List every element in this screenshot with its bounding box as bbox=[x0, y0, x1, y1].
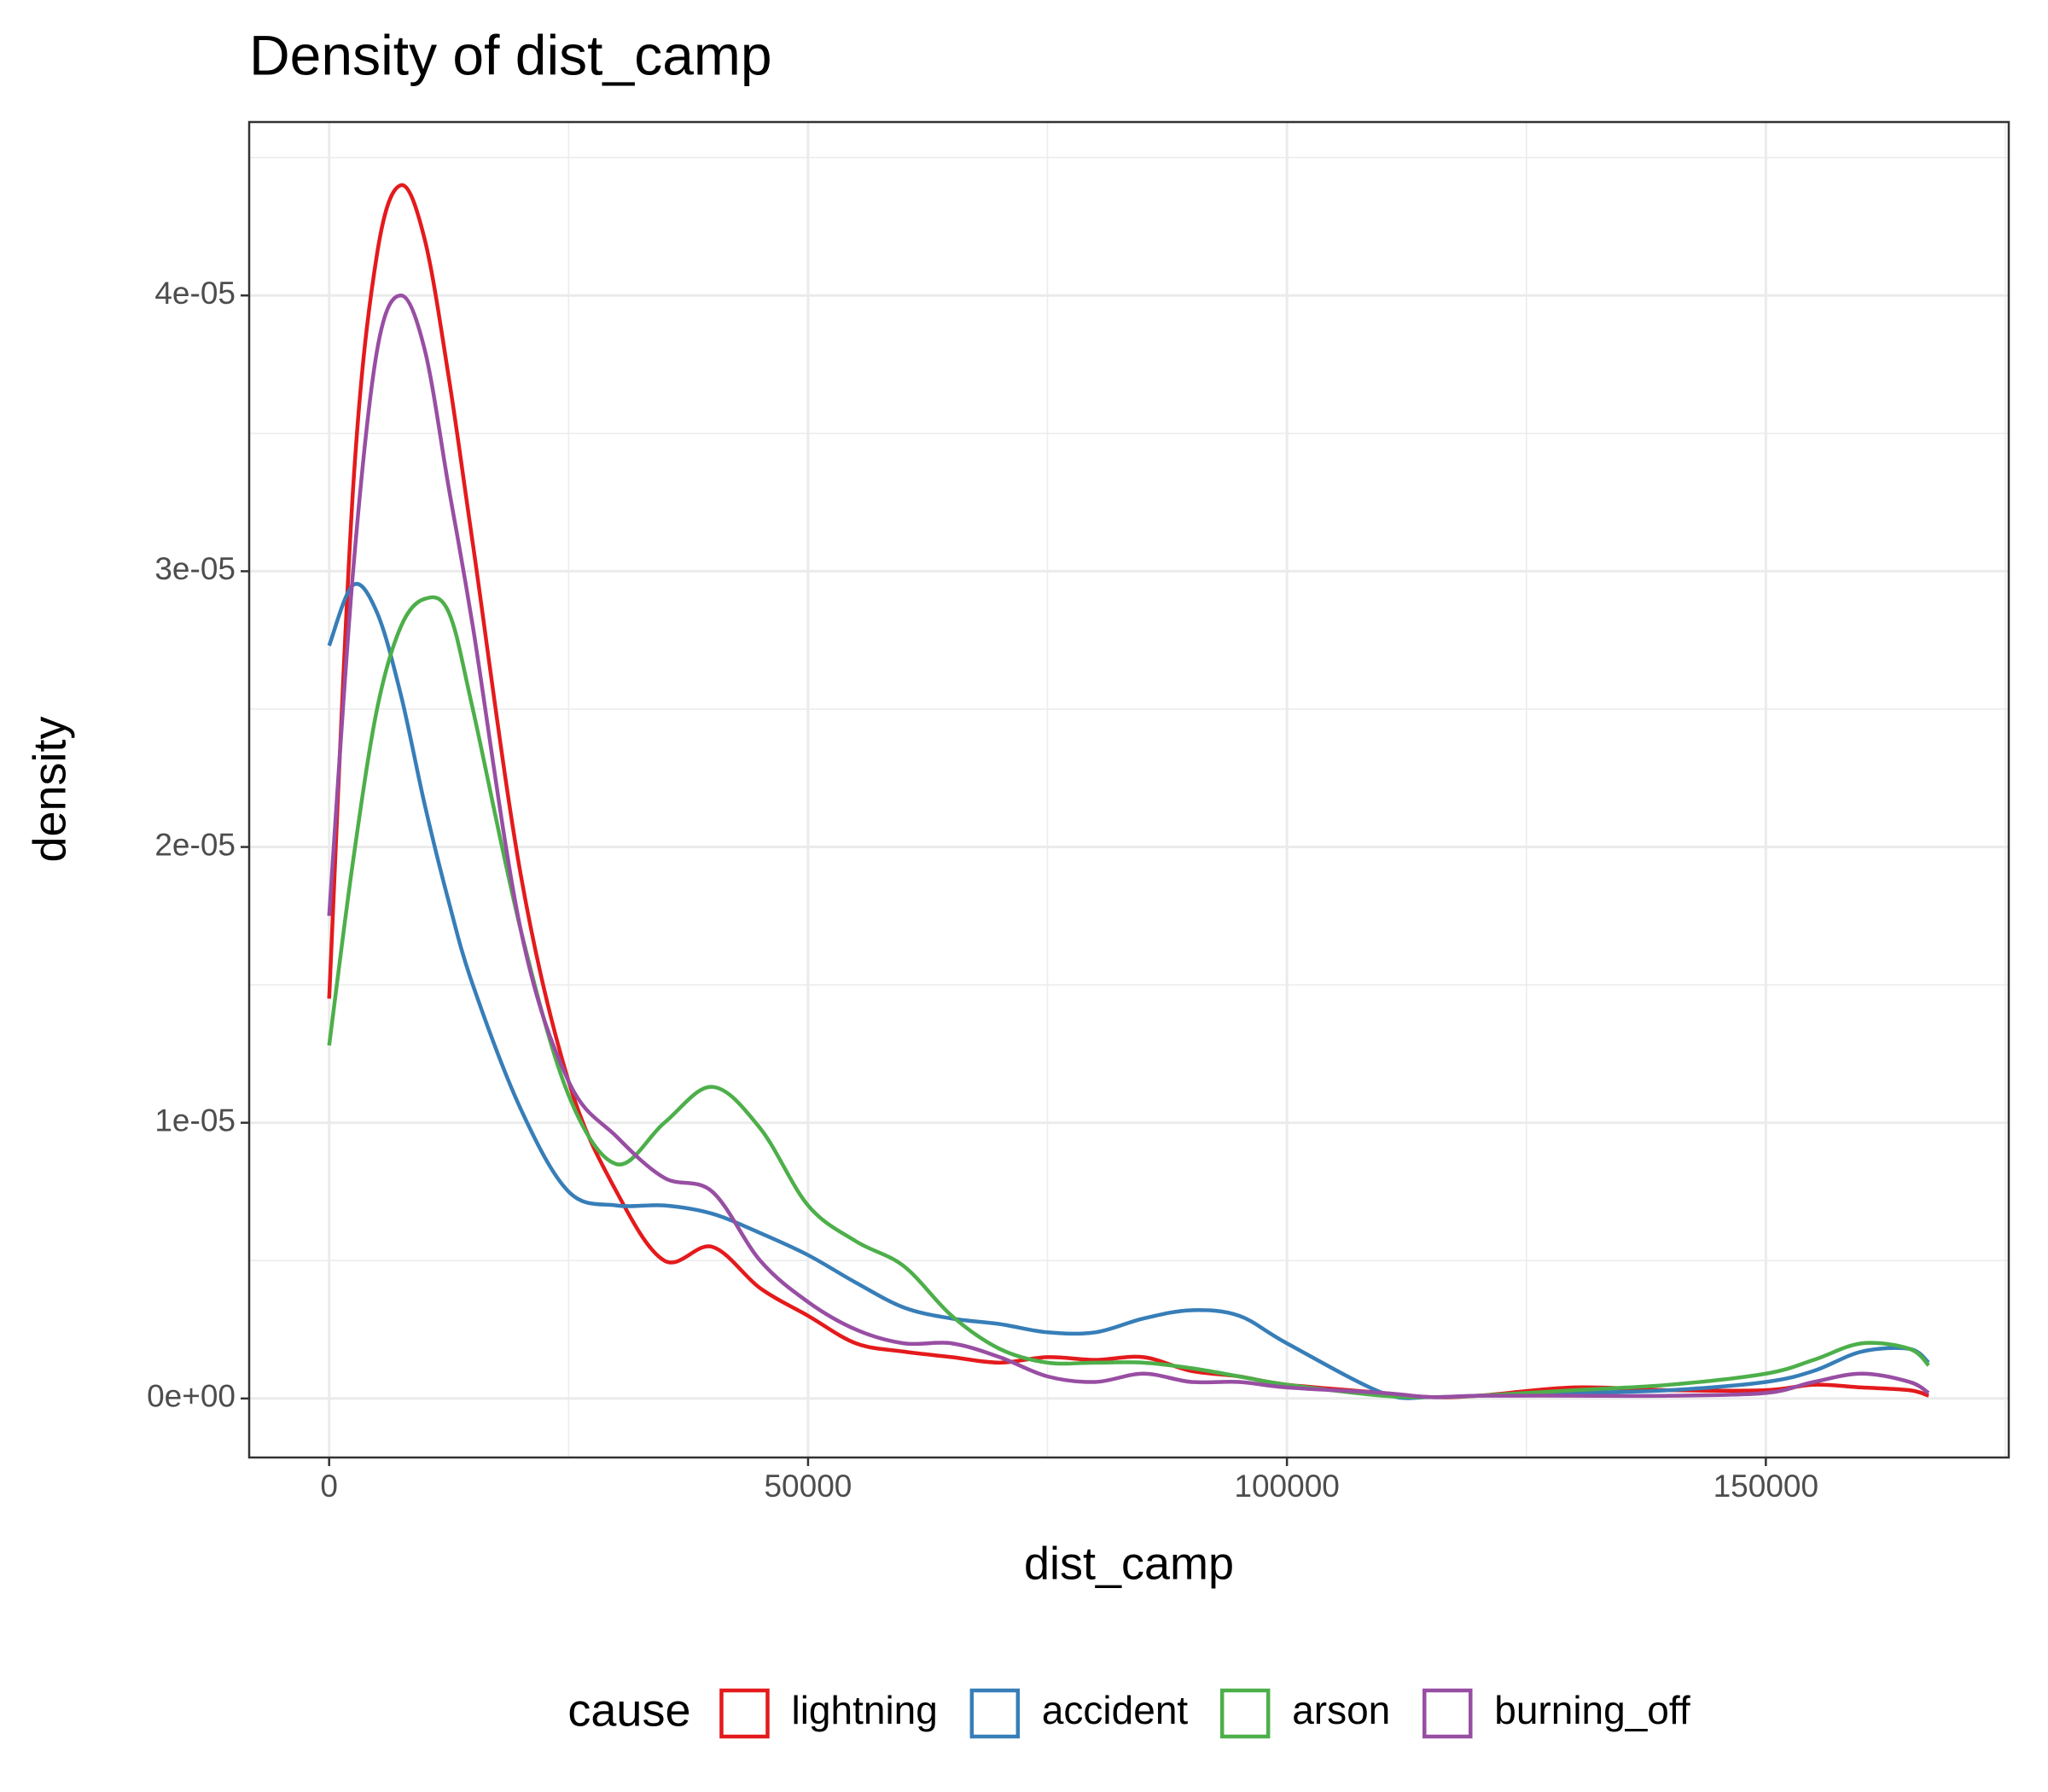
density-line bbox=[327, 294, 1930, 1399]
x-axis-title: dist_camp bbox=[1024, 1538, 1234, 1589]
y-tick-label: 1e-05 bbox=[154, 1103, 236, 1137]
density-line bbox=[327, 595, 1930, 1399]
legend-label: accident bbox=[1042, 1688, 1189, 1732]
panel-border bbox=[247, 120, 2010, 1459]
legend-label: burning_off bbox=[1494, 1688, 1690, 1732]
x-tick-label: 50000 bbox=[764, 1469, 852, 1504]
density-line bbox=[327, 581, 1930, 1400]
legend-label: lightning bbox=[791, 1688, 937, 1732]
chart-title: Density of dist_camp bbox=[249, 23, 772, 86]
y-tick-label: 4e-05 bbox=[154, 276, 236, 311]
legend-title: cause bbox=[567, 1684, 690, 1736]
x-tick-label: 150000 bbox=[1713, 1469, 1818, 1504]
legend-label: arson bbox=[1292, 1688, 1390, 1732]
y-tick-label: 0e+00 bbox=[147, 1379, 236, 1414]
y-tick-label: 3e-05 bbox=[154, 551, 236, 586]
x-tick-label: 0 bbox=[320, 1469, 338, 1504]
y-tick-label: 2e-05 bbox=[154, 827, 236, 862]
x-tick-label: 100000 bbox=[1234, 1469, 1339, 1504]
legend-key bbox=[969, 1688, 1021, 1739]
axes: 0 50000 100000 150000 0e+00 1e-05 2e-05 3e-05 4e… bbox=[147, 276, 1818, 1504]
lines bbox=[327, 183, 1930, 1400]
legend: cause lightning accident arson burning_off bbox=[567, 1684, 1690, 1739]
y-axis-title: density bbox=[24, 716, 75, 862]
legend-key bbox=[1423, 1688, 1473, 1739]
legend-key bbox=[1219, 1688, 1271, 1739]
density-line bbox=[327, 183, 1929, 1399]
legend-key bbox=[719, 1688, 770, 1739]
